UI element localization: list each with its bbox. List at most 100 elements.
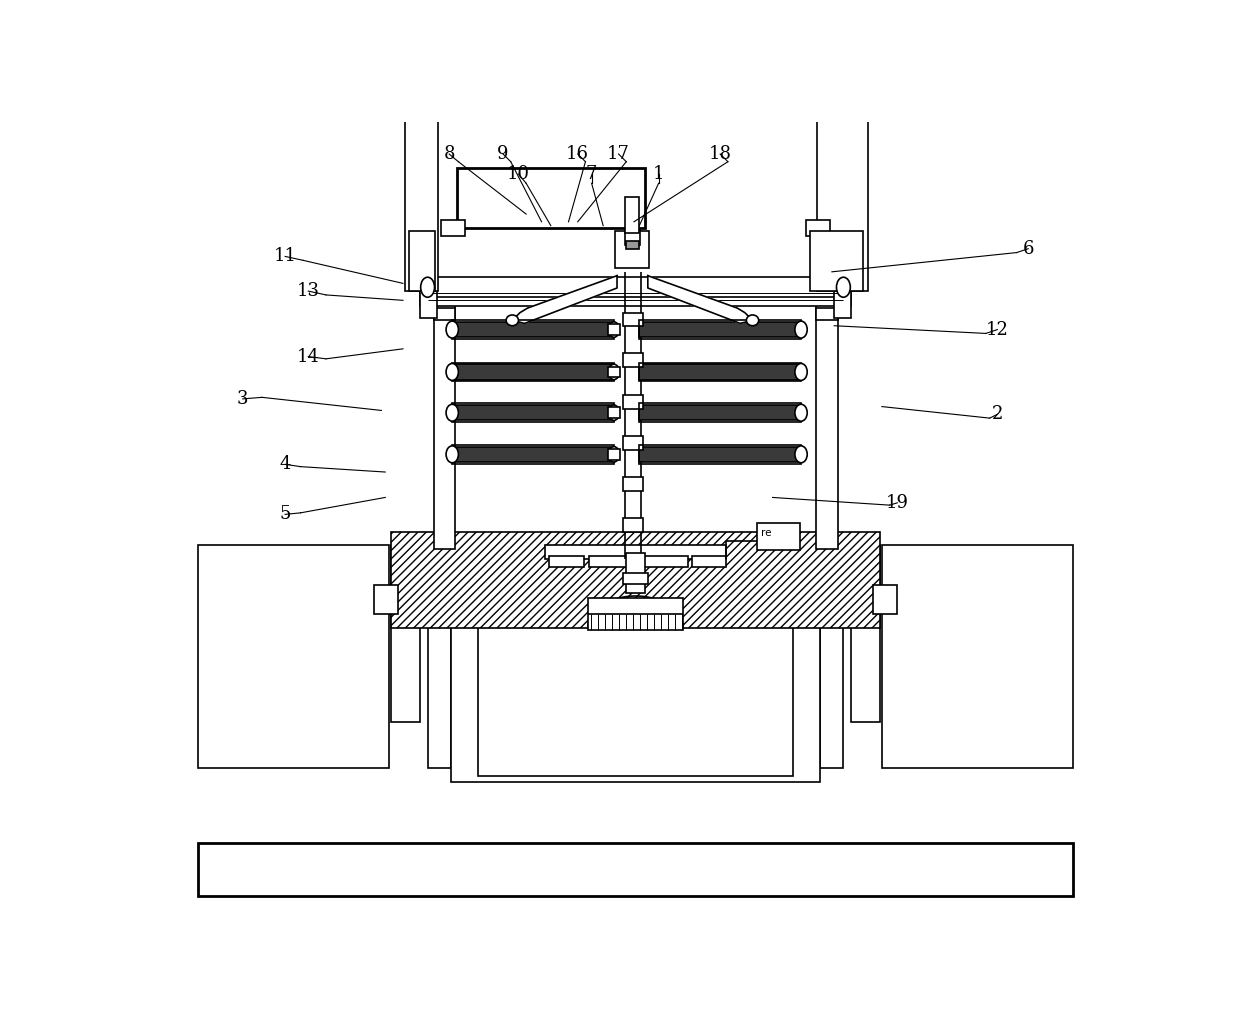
Bar	[640, 405, 801, 421]
Bar	[588, 597, 683, 630]
Bar	[608, 366, 620, 377]
Bar	[420, 281, 436, 318]
Bar	[453, 445, 614, 463]
Text: re: re	[761, 528, 771, 538]
Bar	[821, 549, 843, 769]
Bar	[428, 549, 450, 769]
Bar	[640, 364, 801, 379]
Bar	[409, 231, 435, 291]
Bar	[640, 446, 801, 462]
Bar	[198, 546, 389, 769]
Ellipse shape	[609, 446, 619, 462]
Bar	[589, 556, 635, 567]
Text: 7: 7	[587, 165, 598, 184]
Bar	[626, 241, 639, 248]
Bar	[373, 585, 398, 614]
Bar	[450, 612, 821, 783]
Bar	[640, 363, 801, 381]
Bar	[835, 281, 851, 318]
Bar	[624, 395, 644, 409]
Bar	[626, 553, 645, 593]
Bar	[549, 556, 584, 567]
Bar	[624, 312, 644, 327]
Ellipse shape	[795, 363, 807, 380]
Bar	[198, 844, 1073, 895]
Bar	[453, 405, 614, 421]
Bar	[434, 308, 455, 320]
Bar	[420, 290, 851, 306]
Text: 4: 4	[279, 455, 291, 474]
Bar	[615, 231, 650, 268]
Bar	[806, 220, 830, 235]
Bar	[625, 197, 640, 232]
Text: 5: 5	[279, 505, 291, 523]
Bar	[434, 302, 455, 549]
Bar	[692, 556, 727, 567]
Bar	[608, 324, 620, 335]
Ellipse shape	[795, 321, 807, 338]
Ellipse shape	[795, 446, 807, 462]
Bar	[453, 364, 614, 379]
Bar	[428, 277, 843, 297]
Bar	[477, 619, 794, 776]
Bar	[441, 220, 465, 235]
Text: 8: 8	[444, 145, 455, 163]
Bar	[758, 523, 800, 550]
Bar	[873, 585, 898, 614]
Bar	[640, 445, 801, 463]
Bar	[608, 408, 620, 418]
Text: 16: 16	[567, 145, 589, 163]
Ellipse shape	[506, 315, 518, 325]
Bar	[640, 320, 801, 339]
Bar	[404, 106, 439, 291]
Bar	[624, 518, 644, 532]
Bar	[816, 308, 838, 320]
Text: 19: 19	[885, 494, 909, 512]
Ellipse shape	[746, 315, 759, 325]
Ellipse shape	[795, 405, 807, 421]
Bar	[544, 546, 727, 559]
Text: 3: 3	[237, 389, 248, 408]
Text: 17: 17	[608, 145, 630, 163]
Bar	[882, 546, 1073, 769]
Text: 6: 6	[1023, 239, 1034, 258]
Text: 18: 18	[709, 145, 732, 163]
Ellipse shape	[837, 277, 851, 297]
Bar	[453, 320, 614, 339]
Bar	[640, 404, 801, 422]
Bar	[640, 321, 801, 338]
Bar	[453, 363, 614, 381]
Ellipse shape	[446, 363, 459, 380]
Bar	[453, 404, 614, 422]
Bar	[641, 556, 688, 567]
Ellipse shape	[609, 321, 619, 338]
Text: 2: 2	[992, 406, 1003, 423]
Bar	[624, 436, 644, 449]
Bar	[817, 106, 868, 291]
Bar	[608, 449, 620, 459]
Ellipse shape	[446, 405, 459, 421]
Text: 13: 13	[296, 282, 320, 300]
Text: 9: 9	[497, 145, 508, 163]
Text: 11: 11	[274, 247, 296, 266]
Text: 1: 1	[652, 165, 665, 184]
Ellipse shape	[420, 277, 434, 297]
Ellipse shape	[446, 321, 459, 338]
Bar	[816, 302, 838, 549]
Bar	[453, 446, 614, 462]
Text: 10: 10	[507, 165, 529, 184]
Bar	[810, 231, 863, 291]
Text: 14: 14	[296, 348, 320, 365]
Bar	[453, 321, 614, 338]
Bar	[624, 353, 644, 366]
Bar	[624, 478, 644, 491]
Bar	[625, 222, 640, 244]
Ellipse shape	[609, 405, 619, 421]
Bar	[851, 546, 880, 722]
Ellipse shape	[609, 364, 619, 379]
Bar	[391, 546, 420, 722]
Bar	[456, 168, 645, 228]
Ellipse shape	[446, 446, 459, 462]
Bar	[391, 532, 880, 629]
Polygon shape	[647, 276, 753, 323]
